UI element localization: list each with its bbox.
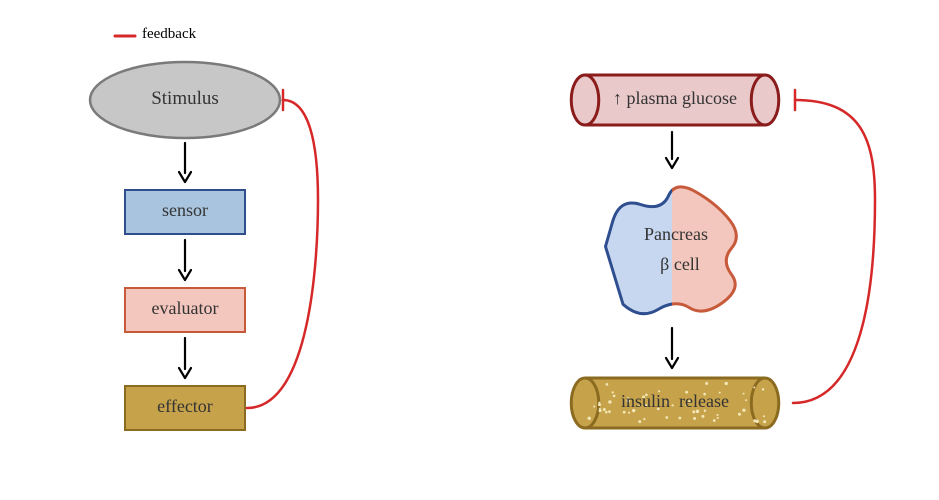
svg-layer [0, 0, 939, 500]
diagram-stage: feedback Stimulus sensor evaluator effec… [0, 0, 939, 500]
